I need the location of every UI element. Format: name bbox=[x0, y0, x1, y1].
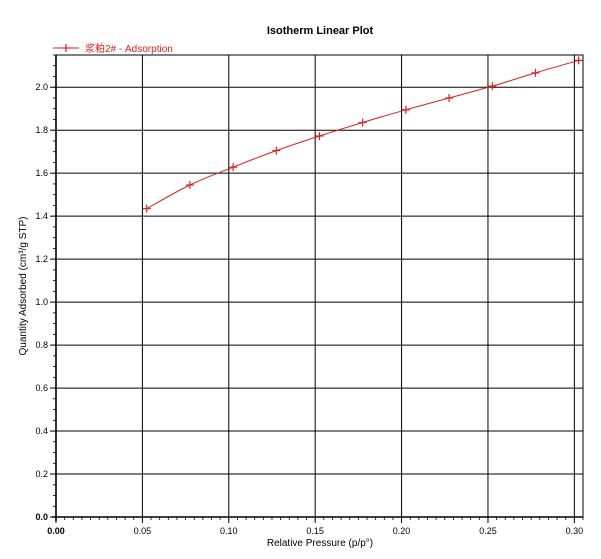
y-tick-label: 2.0 bbox=[35, 82, 48, 92]
series-line bbox=[146, 59, 579, 210]
data-point-marker bbox=[531, 68, 540, 77]
y-tick-label: 1.2 bbox=[35, 254, 48, 264]
plot-frame bbox=[52, 54, 584, 521]
plot-border bbox=[55, 54, 584, 518]
chart-title: Isotherm Linear Plot bbox=[267, 25, 374, 37]
x-tick-label: 0.20 bbox=[393, 526, 411, 536]
legend-label: 浆粕2# - Adsorption bbox=[85, 42, 173, 55]
y-tick-label: 0.8 bbox=[35, 340, 48, 350]
x-tick-label: 0.30 bbox=[566, 526, 584, 536]
y-tick-label: 0.2 bbox=[35, 469, 48, 479]
y-tick-label: 1.4 bbox=[35, 211, 48, 221]
legend: 浆粕2# - Adsorption bbox=[53, 42, 173, 55]
data-point-marker bbox=[488, 82, 497, 91]
data-point-marker bbox=[142, 204, 151, 213]
y-tick-label: 0.0 bbox=[35, 512, 48, 522]
data-point-marker bbox=[574, 56, 583, 65]
y-tick-label: 1.0 bbox=[35, 297, 48, 307]
data-point-marker bbox=[358, 118, 367, 127]
y-tick-label: 0.4 bbox=[35, 426, 48, 436]
y-tick-label: 0.6 bbox=[35, 383, 48, 393]
x-tick-label: 0.10 bbox=[220, 526, 238, 536]
x-tick-label: 0.15 bbox=[306, 526, 324, 536]
x-tick-label: 0.25 bbox=[479, 526, 497, 536]
x-tick-label: 0.05 bbox=[134, 526, 152, 536]
x-axis-ticks: 0.00 0.05 0.10 0.15 0.20 0.25 0.30 bbox=[47, 517, 584, 536]
x-axis-label: Relative Pressure (p/p°) bbox=[267, 538, 373, 549]
y-tick-label: 1.6 bbox=[35, 168, 48, 178]
data-point-marker bbox=[272, 146, 281, 155]
data-point-marker bbox=[445, 93, 454, 102]
x-tick-label: 0.00 bbox=[47, 526, 65, 536]
data-point-marker bbox=[185, 181, 194, 190]
data-point-marker bbox=[401, 105, 410, 114]
grid-lines bbox=[56, 55, 583, 517]
data-point-marker bbox=[229, 163, 238, 172]
y-axis-label: Quantity Adsorbed (cm³/g STP) bbox=[18, 217, 29, 356]
series-layer bbox=[142, 56, 583, 213]
y-tick-label: 1.8 bbox=[35, 125, 48, 135]
y-axis-ticks: 0.0 0.2 0.4 0.6 0.8 1.0 1.2 1.4 1.6 1.8 2.0 bbox=[35, 54, 56, 522]
data-point-marker bbox=[315, 132, 324, 141]
